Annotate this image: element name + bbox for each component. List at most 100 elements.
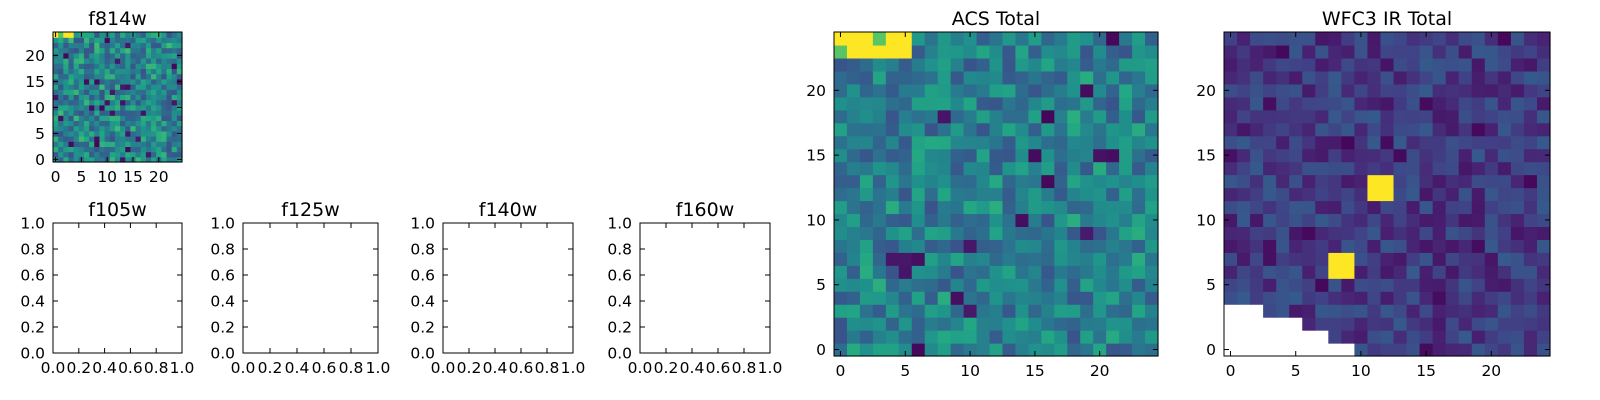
- heatmap-cell: [1289, 213, 1303, 227]
- heatmap-cell: [140, 37, 147, 43]
- heatmap-cell: [1054, 70, 1068, 85]
- heatmap-cell: [130, 125, 137, 132]
- y-tick-label: 0.2: [410, 319, 435, 337]
- heatmap-cell: [156, 115, 162, 121]
- heatmap-cell: [130, 151, 137, 158]
- heatmap-cell: [1093, 148, 1107, 163]
- heatmap-cell: [1380, 317, 1395, 331]
- heatmap-cell: [130, 146, 137, 153]
- heatmap-cell: [963, 304, 978, 318]
- heatmap-cell: [1393, 343, 1408, 357]
- heatmap-cell: [109, 73, 116, 80]
- heatmap-cell: [109, 68, 116, 75]
- x-tick-label: 20: [149, 168, 169, 186]
- heatmap-cell: [1145, 200, 1159, 215]
- heatmap-cell: [1354, 343, 1369, 357]
- axes-frame: [242, 222, 379, 354]
- heatmap-cell: [120, 104, 126, 111]
- heatmap-cell: [1432, 265, 1447, 279]
- heatmap-cell: [1015, 83, 1029, 98]
- heatmap-cell: [1497, 109, 1512, 124]
- heatmap-cell: [1132, 330, 1146, 344]
- heatmap-cell: [140, 73, 147, 80]
- heatmap-cell: [1041, 109, 1055, 124]
- heatmap-cell: [99, 89, 106, 95]
- heatmap-cell: [846, 226, 861, 240]
- heatmap-cell: [1523, 148, 1538, 163]
- heatmap-cell: [1380, 57, 1395, 72]
- heatmap-cell: [1367, 109, 1382, 124]
- heatmap-cell: [1224, 109, 1238, 124]
- heatmap-cell: [834, 96, 848, 111]
- panel-title: ACS Total: [952, 8, 1040, 30]
- heatmap-cell: [78, 125, 85, 132]
- heatmap-cell: [1237, 291, 1251, 305]
- heatmap-cell: [1002, 96, 1017, 111]
- heatmap-cell: [120, 120, 126, 127]
- heatmap-cell: [911, 83, 926, 98]
- heatmap-cell: [1028, 83, 1042, 98]
- heatmap-cell: [976, 317, 991, 331]
- x-tick-label: 0.4: [285, 359, 310, 377]
- y-tick-label: 0.8: [410, 241, 435, 259]
- heatmap-cell: [94, 37, 101, 43]
- heatmap-cell: [924, 304, 939, 318]
- heatmap-cell: [161, 52, 168, 59]
- heatmap-cell: [1263, 174, 1277, 189]
- heatmap-cell: [114, 47, 121, 54]
- heatmap-cell: [1106, 44, 1120, 59]
- heatmap-cell: [1054, 148, 1068, 163]
- heatmap-cell: [99, 104, 106, 111]
- heatmap-cell: [161, 78, 168, 85]
- heatmap-cell: [114, 146, 121, 153]
- heatmap-cell: [1497, 200, 1512, 215]
- heatmap-cell: [1432, 109, 1447, 124]
- heatmap-cell: [1067, 226, 1081, 240]
- axes-frame: [52, 222, 183, 354]
- heatmap-cell: [53, 42, 59, 49]
- heatmap-cell: [83, 136, 90, 142]
- heatmap-cell: [1067, 109, 1081, 124]
- heatmap-cell: [63, 94, 70, 101]
- y-tick-label: 15: [25, 73, 45, 91]
- heatmap-cell: [83, 156, 90, 163]
- heatmap-cell: [1497, 278, 1512, 292]
- heatmap-cell: [114, 156, 121, 163]
- heatmap-cell: [114, 104, 121, 111]
- heatmap-cell: [1367, 200, 1382, 215]
- heatmap-cell: [1510, 213, 1525, 227]
- heatmap-cell: [1080, 200, 1094, 215]
- heatmap-cell: [104, 110, 111, 116]
- heatmap-cell: [976, 122, 991, 137]
- heatmap-cell: [1224, 122, 1238, 137]
- heatmap-cell: [1367, 83, 1382, 98]
- heatmap-cell: [1054, 226, 1068, 240]
- y-tick-label: 0: [1206, 341, 1216, 359]
- heatmap-cell: [89, 125, 95, 132]
- heatmap-cell: [872, 343, 887, 357]
- heatmap-cell: [1471, 96, 1486, 111]
- heatmap-cell: [1510, 57, 1525, 72]
- heatmap-cell: [950, 252, 965, 266]
- heatmap-cell: [1276, 213, 1290, 227]
- heatmap-cell: [885, 317, 900, 331]
- heatmap-cell: [114, 58, 121, 64]
- heatmap-cell: [885, 343, 900, 357]
- heatmap-cell: [94, 125, 101, 132]
- heatmap-cell: [872, 200, 887, 215]
- heatmap-cell: [140, 68, 147, 75]
- heatmap-cell: [898, 265, 913, 279]
- heatmap-cell: [1041, 239, 1055, 253]
- heatmap-cell: [1250, 135, 1264, 150]
- heatmap-cell: [135, 73, 142, 80]
- heatmap-cell: [937, 265, 952, 279]
- heatmap-cell: [104, 42, 111, 49]
- y-tick-label: 1.0: [210, 215, 235, 233]
- heatmap-cell: [176, 99, 183, 106]
- heatmap-cell: [1458, 70, 1473, 85]
- heatmap-cell: [58, 136, 64, 142]
- heatmap-cell: [1015, 252, 1029, 266]
- heatmap-cell: [1080, 70, 1094, 85]
- heatmap-cell: [1419, 239, 1434, 253]
- heatmap-cell: [171, 78, 178, 85]
